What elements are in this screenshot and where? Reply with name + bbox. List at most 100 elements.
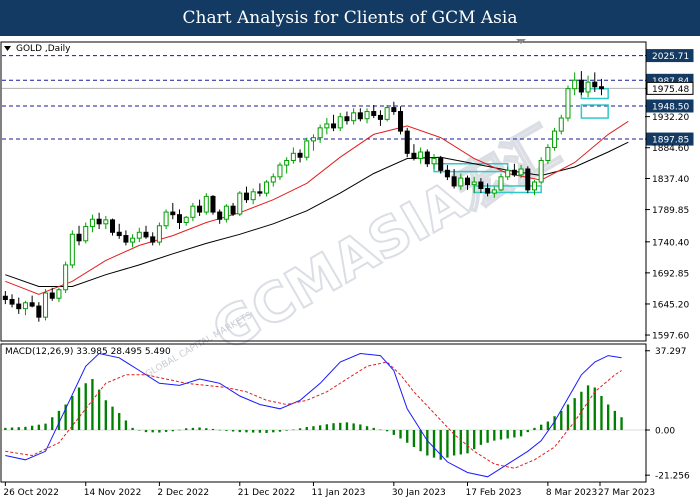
macd-histogram-bar bbox=[272, 430, 275, 433]
macd-histogram-bar bbox=[332, 423, 335, 430]
candle-body bbox=[110, 219, 116, 233]
candle-body bbox=[552, 130, 558, 148]
candle-body bbox=[485, 188, 491, 194]
candle-body bbox=[270, 176, 276, 183]
symbol-triangle-icon bbox=[4, 46, 11, 51]
candle-body bbox=[69, 233, 75, 266]
macd-histogram-bar bbox=[473, 430, 476, 450]
macd-histogram-bar bbox=[526, 430, 529, 433]
candle-body bbox=[351, 112, 357, 122]
macd-histogram-bar bbox=[37, 424, 41, 430]
macd-histogram-bar bbox=[77, 387, 81, 430]
candle-body bbox=[16, 303, 22, 310]
macd-histogram-bar bbox=[432, 430, 436, 458]
candle-body bbox=[22, 302, 28, 310]
macd-histogram-bar bbox=[10, 427, 14, 430]
macd-histogram-bar bbox=[506, 430, 509, 439]
candle-body bbox=[123, 235, 129, 243]
macd-histogram-bar bbox=[372, 427, 375, 430]
page-title: Chart Analysis for Clients of GCM Asia bbox=[182, 8, 518, 28]
macd-histogram-bar bbox=[71, 396, 74, 430]
macd-histogram-bar bbox=[265, 430, 268, 433]
candle-body bbox=[43, 292, 49, 318]
candle-body bbox=[411, 152, 417, 160]
price-label-box bbox=[646, 49, 694, 63]
macd-histogram-bar bbox=[17, 427, 20, 430]
candle-body bbox=[103, 219, 109, 225]
chart-background bbox=[0, 36, 700, 500]
candle-body bbox=[324, 123, 330, 129]
candle-body bbox=[163, 211, 169, 227]
macd-histogram-bar bbox=[171, 430, 174, 432]
macd-histogram-bar bbox=[486, 430, 489, 443]
macd-histogram-bar bbox=[452, 430, 456, 456]
macd-histogram-bar bbox=[245, 430, 248, 433]
price-tick-label: 1897.85 bbox=[652, 136, 689, 146]
candle-body bbox=[451, 176, 457, 187]
macd-histogram-bar bbox=[225, 430, 228, 431]
shift-marker-icon bbox=[516, 39, 526, 44]
macd-histogram-bar bbox=[459, 430, 462, 455]
candle-body bbox=[404, 130, 410, 154]
macd-histogram-bar bbox=[285, 430, 288, 431]
price-tick-label: 1884.60 bbox=[652, 144, 689, 154]
header-bar: Chart Analysis for Clients of GCM Asia bbox=[0, 0, 700, 36]
macd-histogram-bar bbox=[231, 430, 235, 432]
macd-histogram-bar bbox=[30, 425, 34, 430]
macd-label: MACD(12,26,9) 33.985 28.495 5.490 bbox=[5, 347, 171, 357]
candle-body bbox=[29, 302, 35, 307]
candle-body bbox=[545, 146, 551, 161]
price-tick-label: 1692.85 bbox=[652, 269, 689, 279]
macd-histogram-bar bbox=[91, 379, 94, 430]
candle-body bbox=[585, 81, 591, 93]
macd-histogram-bar bbox=[104, 400, 107, 430]
macd-signal-line bbox=[5, 361, 622, 469]
candle-body bbox=[136, 231, 142, 239]
macd-histogram-bar bbox=[305, 427, 308, 430]
candle-body bbox=[438, 158, 444, 171]
candle-body bbox=[344, 116, 350, 122]
candle-body bbox=[197, 205, 203, 213]
macd-histogram-bar bbox=[144, 430, 148, 433]
candle-body bbox=[264, 181, 270, 194]
macd-histogram-bar bbox=[406, 430, 409, 443]
macd-histogram-bar bbox=[573, 398, 576, 430]
price-tick-label: 1740.40 bbox=[652, 238, 689, 248]
macd-histogram-bar bbox=[278, 430, 282, 432]
candle-body bbox=[357, 112, 363, 120]
candle-body bbox=[531, 181, 537, 191]
macd-histogram-bar bbox=[44, 423, 47, 430]
macd-histogram-bar bbox=[620, 417, 623, 430]
macd-histogram-bar bbox=[499, 430, 503, 440]
candle-body bbox=[444, 169, 450, 178]
candle-body bbox=[337, 116, 343, 129]
candle-body bbox=[572, 79, 578, 90]
candle-body bbox=[150, 236, 156, 243]
candle-body bbox=[183, 216, 189, 224]
macd-histogram-bar bbox=[580, 391, 583, 430]
candle-body bbox=[377, 114, 383, 120]
macd-histogram-bar bbox=[118, 413, 121, 430]
macd-histogram-bar bbox=[4, 427, 7, 430]
macd-histogram-bar bbox=[600, 396, 603, 430]
macd-histogram-bar bbox=[379, 429, 382, 431]
macd-histogram-bar bbox=[24, 426, 27, 430]
macd-histogram-bar bbox=[586, 385, 590, 430]
candle-body bbox=[505, 169, 511, 178]
candle-body bbox=[63, 264, 69, 291]
price-tick-label: 1948.50 bbox=[652, 102, 689, 112]
candle-body bbox=[331, 123, 337, 129]
macd-histogram-bar bbox=[205, 428, 208, 430]
candle-body bbox=[49, 292, 55, 299]
candle-body bbox=[237, 192, 243, 215]
candle-body bbox=[190, 205, 196, 218]
macd-tick-label: 37.297 bbox=[655, 347, 687, 357]
macd-histogram-bar bbox=[318, 425, 322, 430]
candle-body bbox=[458, 177, 464, 187]
time-tick-label: 30 Jan 2023 bbox=[392, 488, 446, 498]
candle-body bbox=[9, 299, 15, 305]
macd-line bbox=[5, 352, 622, 478]
candle-body bbox=[317, 127, 323, 139]
macd-histogram-bar bbox=[493, 430, 496, 441]
macd-histogram-bar bbox=[298, 428, 302, 430]
